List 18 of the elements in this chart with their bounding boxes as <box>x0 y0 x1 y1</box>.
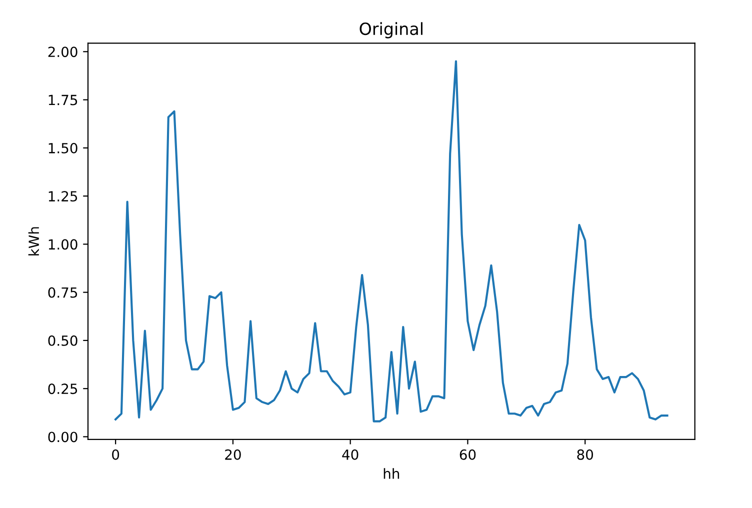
x-axis-title: hh <box>384 468 400 479</box>
y-tick-label: 1.75 <box>48 94 78 106</box>
x-tick-label: 40 <box>342 449 358 460</box>
y-tick-label: 0.00 <box>48 432 78 442</box>
y-tick-label: 1.00 <box>48 239 78 250</box>
y-axis-title: kWh <box>28 227 39 256</box>
x-tick-label: 80 <box>577 449 594 460</box>
y-tick-label: 0.25 <box>48 384 78 394</box>
x-tick-label: 60 <box>460 449 476 460</box>
x-tick-label: 20 <box>225 449 241 460</box>
y-tick-label: 0.75 <box>48 287 78 298</box>
y-tick-label: 2.00 <box>48 46 78 58</box>
y-tick-label: 0.50 <box>48 335 78 346</box>
chart-title: Original <box>360 22 422 38</box>
x-tick-label: 0 <box>112 449 120 460</box>
y-tick-label: 1.50 <box>48 142 78 154</box>
y-tick-label: 1.25 <box>48 191 78 202</box>
line-series <box>114 60 668 422</box>
